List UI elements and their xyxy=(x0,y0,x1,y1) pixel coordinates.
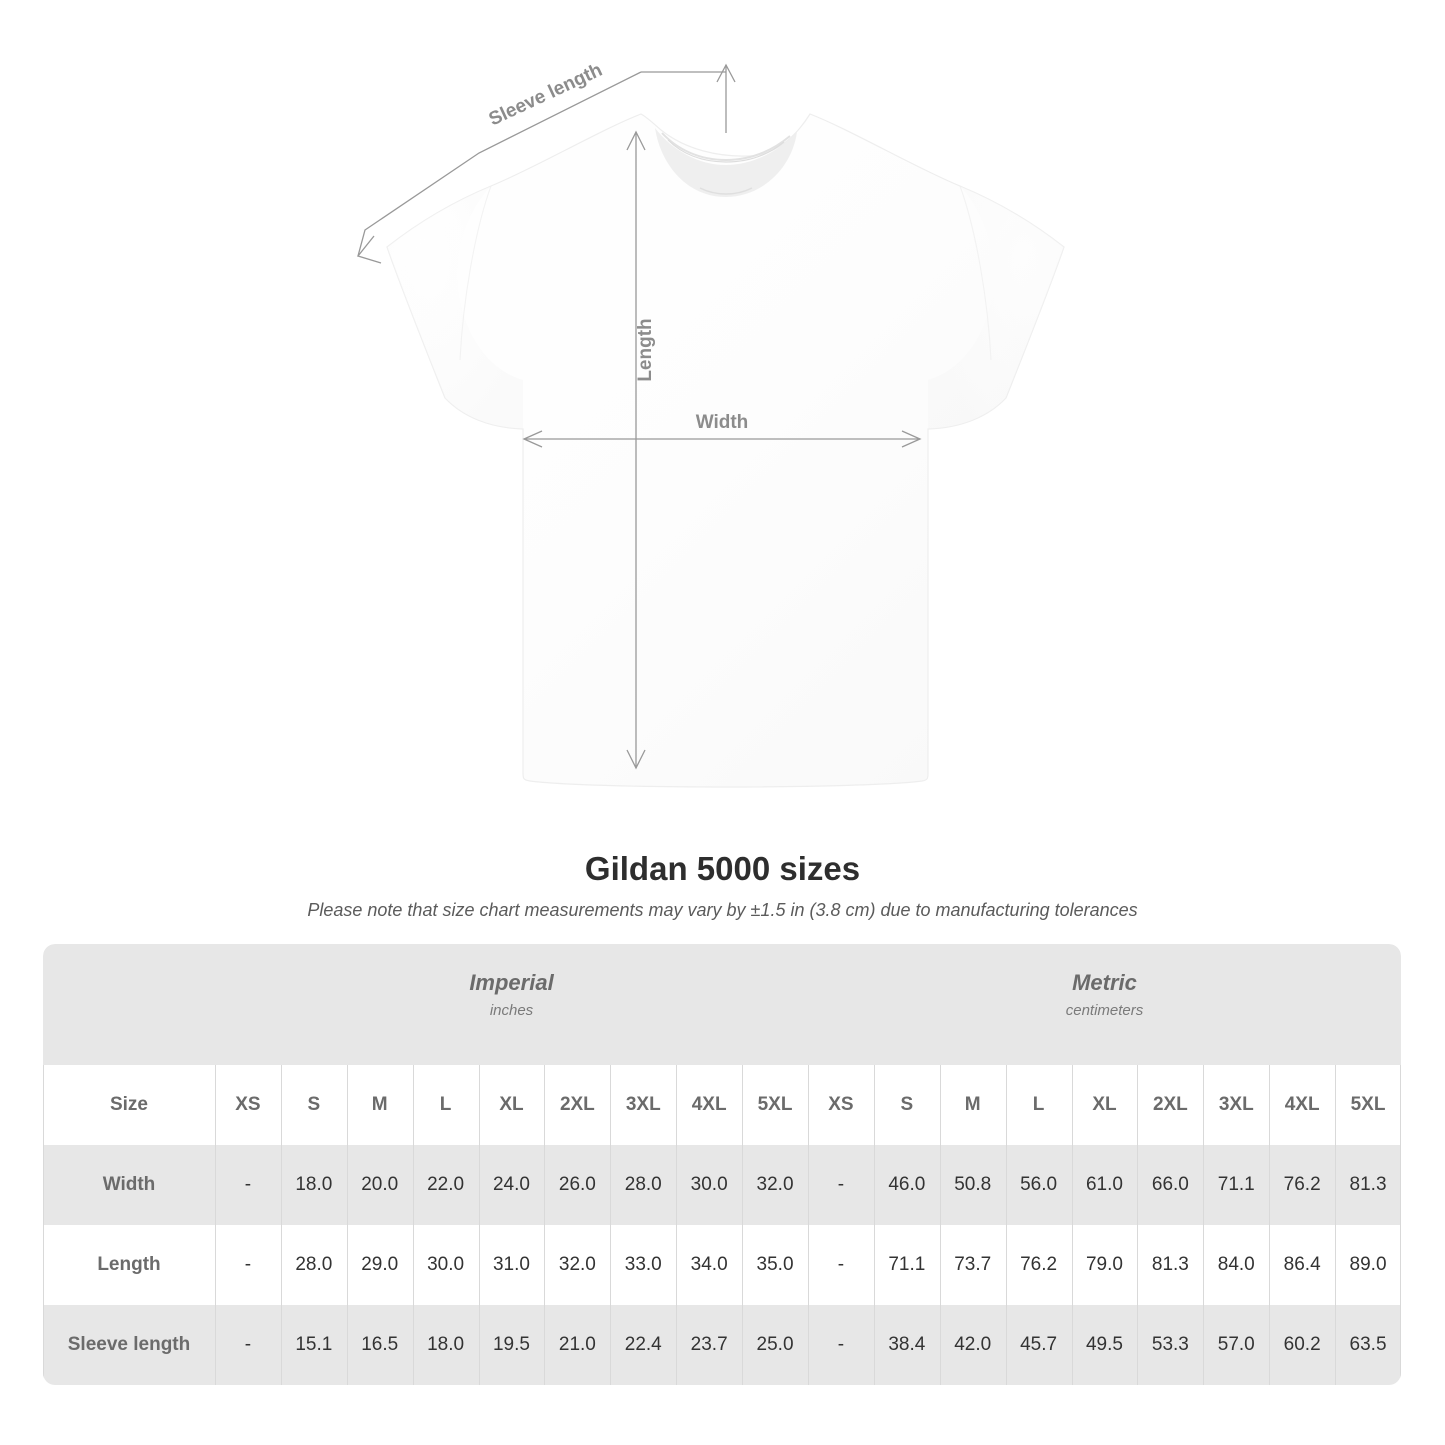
svg-text:Length: Length xyxy=(635,318,656,381)
svg-text:Width: Width xyxy=(696,412,749,433)
